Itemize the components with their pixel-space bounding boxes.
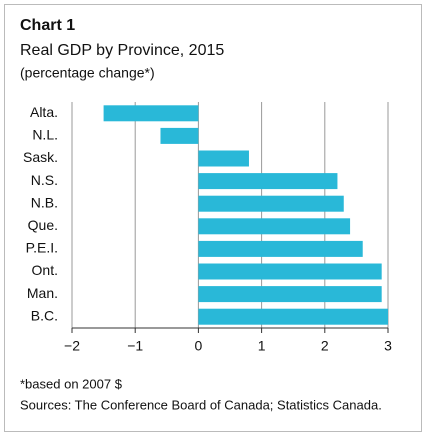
x-tick-label: −2 [64,338,80,354]
bar [103,105,199,122]
bar [198,240,363,257]
y-tick-label: Ont. [32,262,58,278]
y-tick-label: Que. [28,217,58,233]
note: *based on 2007 $ [20,376,123,391]
bar [198,263,382,280]
y-tick-label: N.L. [32,127,58,143]
y-tick-label: N.S. [31,172,58,188]
chart-subtitle: Real GDP by Province, 2015 [20,42,224,59]
x-tick-label: 3 [384,338,392,354]
x-tick-label: 0 [195,338,203,354]
frame [4,4,422,432]
y-tick-label: N.B. [31,194,58,210]
bar [160,127,199,144]
bar [198,218,351,235]
x-tick-label: −1 [127,338,143,354]
y-tick-label: P.E.I. [26,240,58,256]
x-tick-label: 1 [258,338,266,354]
chart-title: Chart 1 [20,17,75,34]
y-tick-label: Man. [27,285,58,301]
bar [198,308,388,325]
bar [198,286,382,303]
unit-label: (percentage change*) [20,65,155,81]
y-tick-label: B.C. [31,307,58,323]
bar [198,150,249,167]
x-tick-label: 2 [321,338,329,354]
y-tick-label: Sask. [23,149,58,165]
bar [198,195,344,212]
source: Sources: The Conference Board of Canada;… [20,397,382,412]
bar [198,173,338,190]
y-tick-label: Alta. [30,104,58,120]
